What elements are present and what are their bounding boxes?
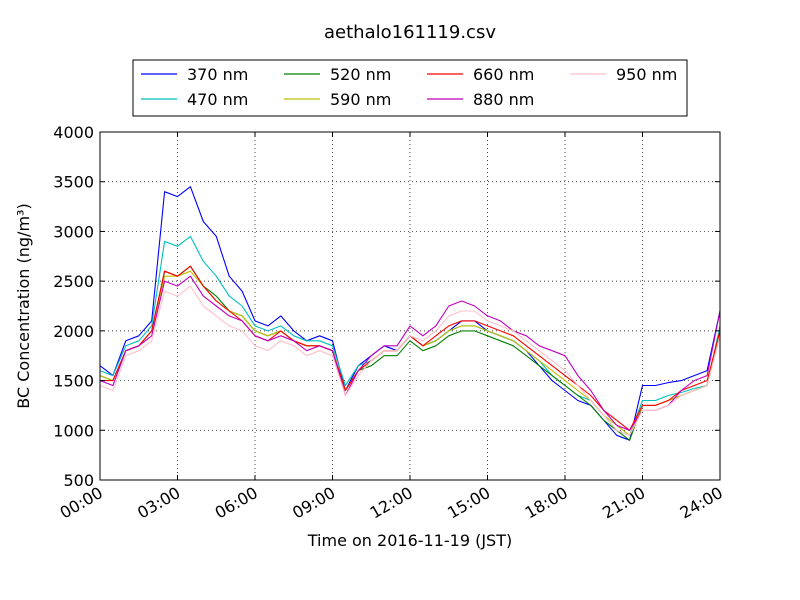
x-tick-label: 24:00 [677, 483, 726, 523]
tick-labels: 00:00 03:00 06:00 09:00 12:00 15:00 18:00 21:00… [53, 123, 726, 523]
y-axis-label: BC Concentration (ng/m³) [14, 203, 33, 408]
x-tick-label: 12:00 [367, 483, 416, 523]
y-tick-label: 2000 [53, 322, 94, 341]
x-tick-label: 06:00 [212, 483, 261, 523]
series-layer [99, 186, 721, 441]
ticks [99, 131, 721, 481]
y-tick-label: 4000 [53, 123, 94, 142]
legend-label: 470 nm [187, 90, 248, 109]
y-tick-label: 500 [63, 471, 94, 490]
legend-label: 880 nm [473, 90, 534, 109]
x-tick-label: 15:00 [444, 483, 493, 523]
x-tick-label: 03:00 [134, 483, 183, 523]
y-tick-label: 3500 [53, 173, 94, 192]
legend: 370 nm 470 nm 520 nm 590 nm 660 nm 880 nm 950 … [132, 59, 688, 117]
x-tick-label: 09:00 [289, 483, 338, 523]
y-tick-label: 1500 [53, 372, 94, 391]
x-tick-label: 21:00 [599, 483, 648, 523]
y-tick-label: 3000 [53, 222, 94, 241]
x-tick-label: 18:00 [522, 483, 571, 523]
legend-box [132, 59, 688, 117]
y-tick-label: 2500 [53, 272, 94, 291]
series-line-590-nm [99, 270, 721, 436]
legend-label: 370 nm [187, 65, 248, 84]
chart-title: aethalo161119.csv [324, 22, 496, 43]
x-axis-label: Time on 2016-11-19 (JST) [307, 531, 512, 550]
series-line-880-nm [99, 275, 721, 431]
y-tick-label: 1000 [53, 421, 94, 440]
legend-label: 660 nm [473, 65, 534, 84]
legend-label: 950 nm [616, 65, 677, 84]
series-line-950-nm [99, 285, 721, 436]
legend-label: 520 nm [330, 65, 391, 84]
legend-label: 590 nm [330, 90, 391, 109]
